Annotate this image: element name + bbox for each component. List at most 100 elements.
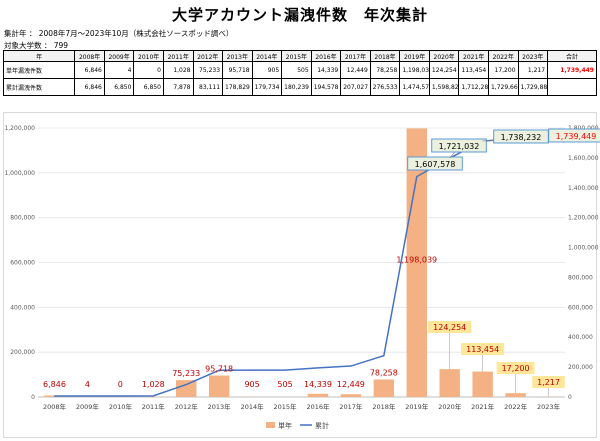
line-point — [218, 369, 220, 371]
table-cell: 6,850 — [133, 78, 164, 96]
x-axis-tick-label: 2019年 — [405, 402, 429, 411]
bar-data-label: 95,718 — [205, 365, 233, 374]
bar — [439, 369, 460, 397]
left-axis-tick-label: 600,000 — [10, 260, 35, 267]
right-axis-tick-label: 800,000 — [568, 274, 593, 281]
cumulative-callout-label: 1,721,032 — [439, 142, 480, 151]
left-axis-tick-label: 0 — [31, 394, 35, 401]
table-cell: 180,239 — [281, 78, 312, 96]
x-axis-tick-label: 2020年 — [438, 402, 462, 411]
bar — [208, 375, 230, 397]
table-year-header: 2009年 — [103, 50, 135, 62]
bar — [176, 380, 197, 397]
bar — [340, 394, 362, 397]
bar-data-label: 14,339 — [304, 380, 332, 389]
left-axis-tick-label: 400,000 — [10, 304, 35, 311]
x-axis-tick-label: 2012年 — [175, 402, 199, 411]
right-axis-tick-label: 400,000 — [568, 334, 593, 341]
chart-frame — [3, 112, 597, 438]
table-total-cell — [547, 78, 597, 96]
right-axis-tick-label: 1,200,000 — [568, 215, 599, 222]
bar — [505, 393, 526, 397]
line-point — [317, 367, 319, 369]
right-axis-tick-label: 200,000 — [568, 364, 593, 371]
bar-data-label: 17,200 — [502, 364, 530, 373]
bar — [406, 128, 427, 398]
x-axis-tick-label: 2018年 — [372, 402, 396, 411]
bar — [472, 371, 493, 397]
bar-data-label: 0 — [118, 380, 123, 389]
line-point — [383, 355, 385, 357]
line-point — [185, 383, 187, 386]
bar-data-label: 78,258 — [370, 368, 398, 377]
x-axis-tick-label: 2017年 — [339, 402, 363, 411]
table-row: 累計漏洩件数 6,846 6,850 6,850 7,878 83,111 178,829 1… — [2, 78, 597, 96]
right-axis-tick-label: 0 — [568, 394, 572, 401]
bar-data-label: 113,454 — [466, 345, 499, 354]
bar-data-label: 1,028 — [142, 380, 165, 389]
table-row-label: 累計漏洩件数 — [2, 78, 76, 96]
summary-table: 年 2008年 2009年 2010年 2011年 2012年 2013年 2014年 2015… — [2, 50, 597, 96]
line-point — [53, 395, 56, 397]
x-axis-tick-label: 2013年 — [208, 402, 232, 411]
bar-data-label: 505 — [277, 380, 292, 389]
left-axis-tick-label: 800,000 — [10, 215, 35, 222]
callout-box — [431, 138, 487, 153]
table-total-header: 合計 — [547, 50, 597, 62]
x-axis-tick-label: 2008年 — [43, 402, 67, 411]
callout-box — [407, 156, 463, 171]
cumulative-callout-label: 1,738,232 — [501, 133, 542, 142]
right-axis-tick-label: 1,600,000 — [568, 155, 599, 162]
line-point — [284, 369, 286, 371]
legend-bar-swatch — [266, 422, 275, 428]
x-axis-tick-label: 2016年 — [306, 402, 330, 411]
table-cell: 194,578 — [310, 78, 342, 96]
bar-data-label: 905 — [244, 380, 259, 389]
x-axis-tick-label: 2021年 — [471, 402, 495, 411]
line-point — [152, 395, 154, 397]
bar-data-label: 75,233 — [172, 369, 200, 378]
x-axis-tick-label: 2023年 — [537, 402, 561, 411]
line-point — [86, 395, 89, 397]
left-axis-tick-label: 1,000,000 — [4, 170, 35, 177]
table-cell: 83,111 — [192, 78, 224, 96]
bar-data-label: 12,449 — [337, 380, 365, 389]
data-label-box — [428, 321, 472, 333]
legend-label: 累計 — [315, 421, 329, 430]
cumulative-callout-label: 1,739,449 — [556, 132, 597, 141]
table-cell: 6,846 — [74, 78, 105, 96]
line-point — [251, 369, 253, 371]
university-count-note: 対象大学数 ： 799 — [4, 41, 69, 50]
left-axis-tick-label: 200,000 — [10, 349, 35, 356]
cumulative-line — [54, 137, 549, 397]
cumulative-callout-label: 1,607,578 — [415, 160, 456, 169]
legend-label: 単年 — [278, 421, 292, 430]
bar-data-label: 6,846 — [43, 380, 66, 389]
table-cell: 6,850 — [103, 78, 135, 96]
bar-data-label: 1,198,039 — [396, 256, 437, 265]
page-title: 大学アカウント漏洩件数 年次集計 — [171, 6, 428, 24]
right-axis-tick-label: 1,000,000 — [568, 245, 599, 252]
right-axis-tick-label: 1,400,000 — [568, 185, 599, 192]
bar-data-label: 1,217 — [537, 378, 560, 387]
bar-data-label: 124,254 — [433, 323, 466, 332]
right-axis-tick-label: 600,000 — [568, 304, 593, 311]
x-axis-tick-label: 2015年 — [274, 402, 298, 411]
data-label-box — [496, 362, 535, 374]
bar-data-label: 4 — [85, 380, 90, 389]
data-label-box — [532, 376, 565, 388]
x-axis-tick-label: 2014年 — [241, 402, 265, 411]
x-axis-tick-label: 2010年 — [109, 402, 133, 411]
table-header-row: 年 2008年 2009年 2010年 2011年 2012年 2013年 2014年 2015… — [2, 50, 597, 62]
line-point — [119, 395, 121, 397]
data-label-box — [461, 343, 505, 355]
bar — [307, 393, 329, 397]
left-axis-tick-label: 1,200,000 — [4, 125, 35, 132]
x-axis-tick-label: 2009年 — [76, 402, 100, 411]
period-note: 集計年 ： 2008年7月～2023年10月（株式会社ソースポッド調べ） — [4, 29, 234, 38]
line-point — [350, 365, 352, 367]
bar — [373, 379, 395, 397]
x-axis-tick-label: 2011年 — [142, 402, 166, 411]
x-axis-tick-label: 2022年 — [504, 402, 528, 411]
